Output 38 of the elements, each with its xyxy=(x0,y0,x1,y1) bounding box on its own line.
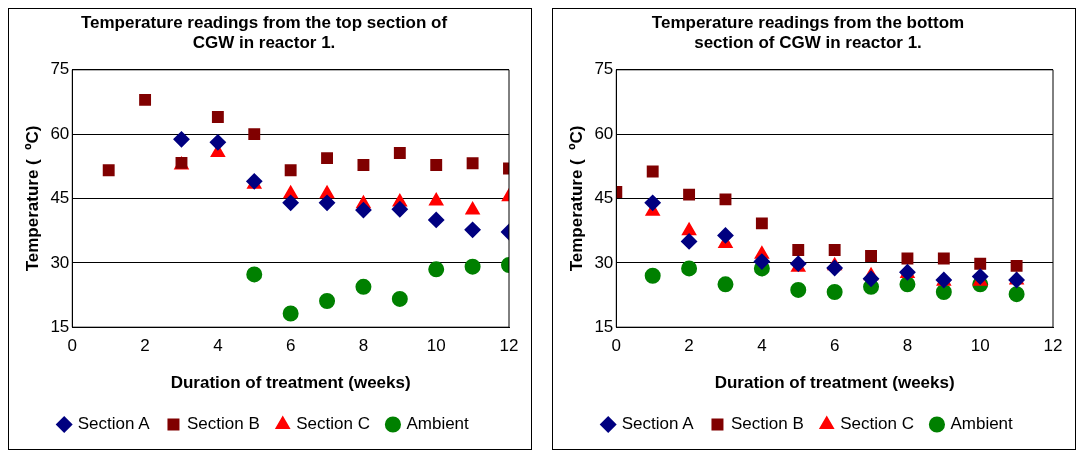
x-axis-title: Duration of treatment (weeks) xyxy=(170,373,411,393)
x-tick-label: 0 xyxy=(611,336,622,356)
y-tick-label: 30 xyxy=(50,252,70,272)
chart-title: Temperature readings from the bottom section of CGW in reactor 1. xyxy=(651,12,965,53)
y-tick-label: 75 xyxy=(50,59,70,79)
x-tick-label: 2 xyxy=(684,336,694,356)
x-tick-label: 8 xyxy=(358,336,369,356)
x-tick-label: 12 xyxy=(499,336,519,356)
x-tick-label: 4 xyxy=(757,336,767,356)
chart-title: Temperature readings from the top section of CGW in reactor 1. xyxy=(80,12,448,53)
legend-label: Section B xyxy=(186,414,260,434)
legend-label: Ambient xyxy=(406,414,470,434)
x-tick-label: 0 xyxy=(67,336,78,356)
legend-label: Ambient xyxy=(950,414,1014,434)
legend-label: Section C xyxy=(296,414,370,434)
legend-label: Section C xyxy=(840,414,914,434)
y-tick-label: 60 xyxy=(50,123,70,143)
y-axis-title: Temperature ( ºC) xyxy=(566,125,586,272)
x-tick-label: 12 xyxy=(1043,336,1063,356)
y-tick-label: 75 xyxy=(594,59,614,79)
y-tick-label: 60 xyxy=(594,123,614,143)
legend-label: Section A xyxy=(621,414,695,434)
x-tick-label: 10 xyxy=(426,336,446,356)
y-tick-label: 45 xyxy=(50,188,70,208)
x-tick-label: 2 xyxy=(140,336,150,356)
legend-label: Section B xyxy=(730,414,804,434)
y-tick-label: 15 xyxy=(50,316,70,336)
x-tick-label: 6 xyxy=(829,336,840,356)
x-axis-title: Duration of treatment (weeks) xyxy=(714,373,955,393)
y-tick-label: 15 xyxy=(594,316,614,336)
y-tick-label: 30 xyxy=(594,252,614,272)
x-tick-label: 6 xyxy=(285,336,296,356)
y-tick-label: 45 xyxy=(594,188,614,208)
y-axis-title: Temperature ( ºC) xyxy=(22,125,42,272)
x-tick-label: 4 xyxy=(213,336,223,356)
x-tick-label: 8 xyxy=(902,336,913,356)
legend-label: Section A xyxy=(77,414,151,434)
x-tick-label: 10 xyxy=(970,336,990,356)
